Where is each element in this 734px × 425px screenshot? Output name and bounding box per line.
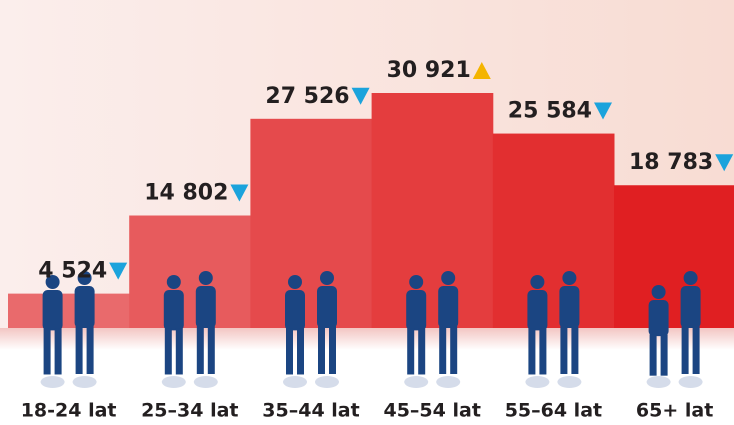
x-tick-label: 25–34 lat [141,400,238,422]
reflection [162,376,186,388]
reflection [404,376,428,388]
leg [197,326,204,374]
reflection [679,376,703,388]
leg [539,328,546,374]
reflection [315,376,339,388]
head [199,271,213,285]
reflection [525,376,549,388]
reflection [283,376,307,388]
value-label: 18 783 [629,150,713,175]
torso [75,286,95,328]
bar [8,294,130,328]
head [684,271,698,285]
bar [614,185,734,328]
bar [129,216,251,328]
head [167,275,181,289]
bar [372,93,494,328]
leg [165,328,172,374]
x-tick-label: 35–44 lat [262,400,359,422]
chart: 4 524 18-24 lat 14 802 25–34 lat 27 526 35–44… [0,0,734,425]
leg [87,326,94,374]
torso [438,286,458,328]
reflection [41,376,65,388]
value-label: 25 584 [508,99,592,124]
floor [0,328,734,350]
leg [286,328,293,374]
x-tick-label: 65+ lat [636,400,713,422]
leg [208,326,215,374]
leg [44,328,51,374]
reflection [557,376,581,388]
x-tick-label: 55–64 lat [505,400,602,422]
leg [693,326,700,374]
leg [297,328,304,374]
head [652,285,666,299]
leg [661,334,668,375]
leg [176,328,183,374]
value-label: 30 921 [387,58,471,83]
leg [682,326,689,374]
head [320,271,334,285]
bar [250,119,372,328]
reflection [73,376,97,388]
leg [560,326,567,374]
torso [285,290,305,330]
head [562,271,576,285]
leg [450,326,457,374]
torso [43,290,63,330]
torso [681,286,701,328]
head [288,275,302,289]
leg [329,326,336,374]
leg [318,326,325,374]
leg [439,326,446,374]
leg [407,328,414,374]
leg [76,326,83,374]
leg [528,328,535,374]
head [530,275,544,289]
reflection [647,376,671,388]
torso [406,290,426,330]
torso [527,290,547,330]
x-tick-label: 18-24 lat [21,400,117,422]
leg [650,334,657,375]
reflection [436,376,460,388]
value-label: 27 526 [265,84,349,109]
value-label: 4 524 [38,259,107,284]
torso [317,286,337,328]
torso [164,290,184,330]
bar [493,134,615,328]
reflection [194,376,218,388]
head [441,271,455,285]
leg [571,326,578,374]
head [409,275,423,289]
leg [55,328,62,374]
torso [559,286,579,328]
torso [649,300,669,336]
torso [196,286,216,328]
x-tick-label: 45–54 lat [383,400,480,422]
leg [418,328,425,374]
value-label: 14 802 [144,181,228,206]
